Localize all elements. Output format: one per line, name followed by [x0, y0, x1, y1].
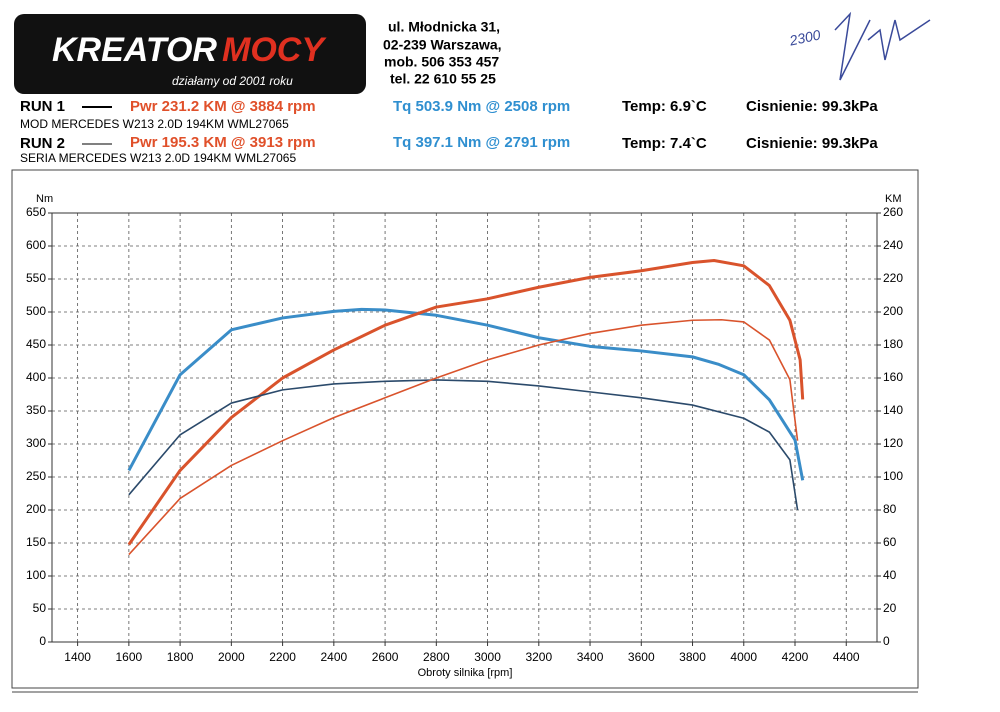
x-tick-label: 2800	[423, 650, 450, 664]
address-line: tel. 22 610 55 25	[390, 71, 496, 87]
chart-frame	[11, 169, 919, 689]
y2-tick-label: 180	[883, 337, 903, 351]
x-tick-label: 2400	[320, 650, 347, 664]
run-power: Pwr 231.2 KM @ 3884 rpm	[130, 98, 316, 115]
y-tick-label: 100	[26, 568, 46, 582]
y-tick-label: 0	[39, 634, 46, 648]
y2-tick-label: 20	[883, 601, 897, 615]
handwriting: 2300	[787, 26, 822, 48]
run-label: RUN 2	[20, 135, 65, 152]
x-tick-label: 4400	[833, 650, 860, 664]
logo-text: MOCY	[222, 31, 327, 69]
y2-tick-label: 220	[883, 271, 903, 285]
y2-tick-label: 160	[883, 370, 903, 384]
signature	[834, 11, 931, 81]
run-car: SERIA MERCEDES W213 2.0D 194KM WML27065	[20, 151, 296, 165]
run-car: MOD MERCEDES W213 2.0D 194KM WML27065	[20, 117, 289, 131]
slogan: działamy od 2001 roku	[172, 74, 293, 88]
y-tick-label: 350	[26, 403, 46, 417]
x-tick-label: 4000	[730, 650, 757, 664]
x-tick-label: 1600	[116, 650, 143, 664]
y2-tick-label: 120	[883, 436, 903, 450]
y-tick-label: 550	[26, 271, 46, 285]
run-temp: Temp: 7.4`C	[622, 135, 707, 152]
logo-text: KREATOR	[52, 31, 217, 69]
x-tick-label: 4200	[782, 650, 809, 664]
address-line: 02-239 Warszawa,	[383, 37, 502, 53]
x-tick-label: 1800	[167, 650, 194, 664]
series-line	[127, 259, 805, 546]
y2-tick-label: 40	[883, 568, 897, 582]
plot-area	[51, 212, 878, 643]
address-line: mob. 506 353 457	[384, 54, 499, 70]
x-tick-label: 2200	[269, 650, 296, 664]
y2-tick-label: 260	[883, 205, 903, 219]
x-tick-label: 2600	[372, 650, 399, 664]
y-tick-label: 250	[26, 469, 46, 483]
x-tick-label: 3200	[525, 650, 552, 664]
y2-tick-label: 80	[883, 502, 897, 516]
x-tick-label: 2000	[218, 650, 245, 664]
run-pressure: Cisnienie: 99.3kPa	[746, 98, 878, 115]
y2-tick-label: 240	[883, 238, 903, 252]
y2-tick-label: 100	[883, 469, 903, 483]
run-pressure: Cisnienie: 99.3kPa	[746, 135, 878, 152]
y-tick-label: 450	[26, 337, 46, 351]
y2-tick-label: 140	[883, 403, 903, 417]
y-axis-label: Nm	[36, 193, 53, 205]
x-tick-label: 3000	[474, 650, 501, 664]
x-tick-label: 1400	[64, 650, 91, 664]
y-tick-label: 650	[26, 205, 46, 219]
y-tick-label: 400	[26, 370, 46, 384]
x-axis-label: Obroty silnika [rpm]	[418, 667, 513, 679]
run-torque: Tq 397.1 Nm @ 2791 rpm	[393, 134, 570, 151]
logo-box	[14, 14, 366, 94]
x-tick-label: 3400	[577, 650, 604, 664]
series-line	[127, 307, 805, 481]
y2-axis-label: KM	[885, 193, 902, 205]
run-power: Pwr 195.3 KM @ 3913 rpm	[130, 134, 316, 151]
x-tick-label: 3800	[679, 650, 706, 664]
y2-tick-label: 200	[883, 304, 903, 318]
y2-tick-label: 0	[883, 634, 890, 648]
run-label: RUN 1	[20, 98, 65, 115]
y-tick-label: 600	[26, 238, 46, 252]
y-tick-label: 150	[26, 535, 46, 549]
y-tick-label: 300	[26, 436, 46, 450]
run-temp: Temp: 6.9`C	[622, 98, 707, 115]
x-tick-label: 3600	[628, 650, 655, 664]
address-line: ul. Młodnicka 31,	[388, 19, 500, 35]
y2-tick-label: 60	[883, 535, 897, 549]
run-torque: Tq 503.9 Nm @ 2508 rpm	[393, 98, 570, 115]
y-tick-label: 500	[26, 304, 46, 318]
y-tick-label: 200	[26, 502, 46, 516]
y-tick-label: 50	[33, 601, 47, 615]
series-line	[128, 379, 799, 511]
series-line	[128, 318, 799, 556]
